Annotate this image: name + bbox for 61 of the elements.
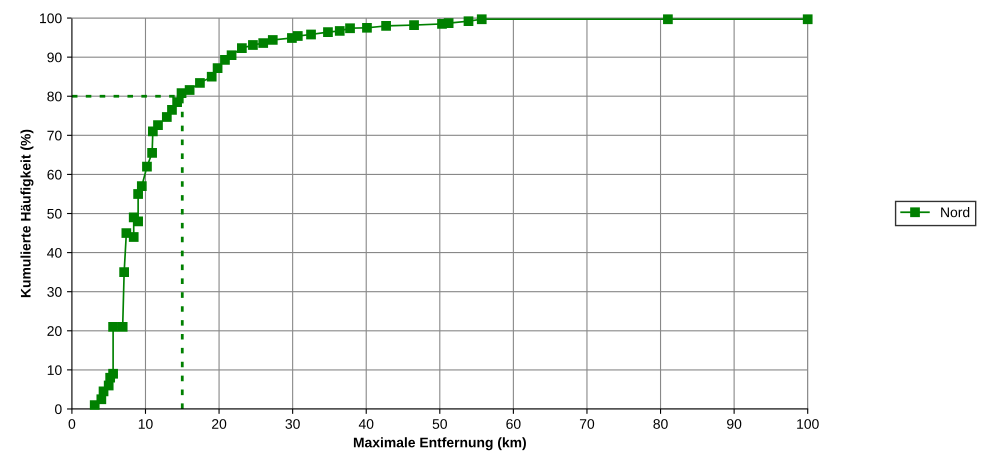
point — [133, 216, 143, 226]
point — [128, 232, 139, 242]
point — [476, 14, 487, 24]
y-tick-label: 90 — [47, 52, 62, 62]
y-tick-label: 80 — [47, 92, 62, 102]
y-axis-title: Kumulierte Häufigkeit (%) — [20, 130, 34, 298]
point — [362, 22, 372, 33]
point — [118, 322, 128, 332]
point — [323, 27, 333, 37]
x-tick-label: 60 — [506, 419, 521, 429]
x-tick-label: 20 — [212, 419, 226, 429]
point — [663, 14, 673, 24]
x-tick-label: 30 — [285, 419, 300, 429]
point — [409, 20, 419, 30]
point — [248, 40, 258, 50]
x-tick-label: 0 — [68, 419, 76, 429]
x-tick-label: 90 — [727, 419, 742, 429]
point — [444, 18, 454, 28]
point — [226, 50, 236, 60]
point — [206, 72, 217, 82]
point — [258, 38, 268, 48]
point — [464, 16, 474, 26]
x-tick-label: 70 — [580, 419, 594, 429]
point — [345, 23, 355, 34]
point — [167, 105, 177, 115]
point — [136, 181, 147, 192]
point — [108, 322, 118, 332]
y-tick-label: 40 — [47, 248, 62, 258]
x-tick-label: 100 — [797, 419, 819, 429]
point — [237, 43, 247, 54]
x-tick-label: 40 — [358, 419, 374, 429]
point — [381, 21, 391, 31]
x-tick-label: 50 — [432, 419, 447, 429]
point — [172, 97, 182, 107]
x-tick-label: 80 — [653, 419, 668, 429]
point — [334, 26, 345, 36]
point — [108, 368, 118, 379]
y-tick-label: 0 — [55, 404, 62, 414]
point — [119, 267, 130, 278]
legend-label: Nord — [941, 207, 970, 218]
point — [153, 120, 163, 130]
point — [142, 162, 152, 172]
point — [802, 14, 813, 24]
point — [268, 35, 278, 45]
y-tick-label: 20 — [47, 326, 62, 336]
y-tick-label: 60 — [47, 170, 62, 180]
y-tick-label: 50 — [47, 208, 62, 219]
y-tick-label: 100 — [40, 13, 62, 24]
point — [212, 63, 222, 73]
point — [133, 189, 143, 199]
point — [306, 30, 316, 40]
y-tick-label: 30 — [47, 287, 62, 297]
y-tick-label: 70 — [47, 130, 62, 140]
x-axis-title: Maximale Entfernung (km) — [354, 437, 526, 450]
point — [292, 31, 303, 41]
x-tick-label: 10 — [138, 419, 153, 429]
y-tick-label: 10 — [48, 365, 62, 376]
point — [147, 148, 157, 158]
point — [195, 78, 205, 88]
point — [184, 85, 194, 95]
point — [176, 88, 186, 98]
